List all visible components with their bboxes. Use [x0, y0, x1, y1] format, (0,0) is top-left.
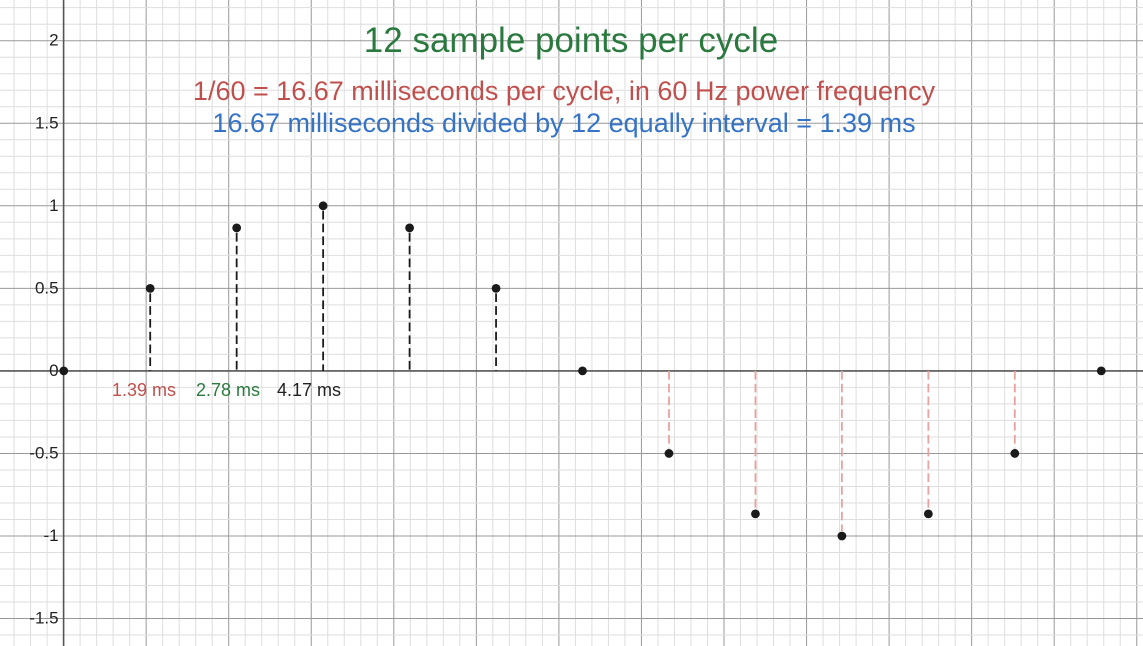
svg-text:2.78 ms: 2.78 ms	[196, 380, 260, 400]
svg-text:-1: -1	[43, 526, 58, 545]
svg-text:-1.5: -1.5	[29, 609, 58, 628]
svg-text:2: 2	[49, 31, 58, 50]
svg-text:0.5: 0.5	[35, 278, 59, 297]
svg-text:16.67 milliseconds divided by: 16.67 milliseconds divided by 12 equally…	[212, 108, 915, 138]
svg-text:1.39 ms: 1.39 ms	[112, 380, 176, 400]
svg-text:12 sample points per cycle: 12 sample points per cycle	[364, 21, 778, 60]
svg-text:1.5: 1.5	[35, 113, 59, 132]
svg-text:4.17 ms: 4.17 ms	[277, 380, 341, 400]
svg-text:1: 1	[49, 196, 58, 215]
svg-text:0: 0	[49, 361, 58, 380]
svg-text:-0.5: -0.5	[29, 443, 58, 462]
svg-text:1/60 = 16.67 milliseconds per: 1/60 = 16.67 milliseconds per cycle, in …	[193, 76, 936, 106]
